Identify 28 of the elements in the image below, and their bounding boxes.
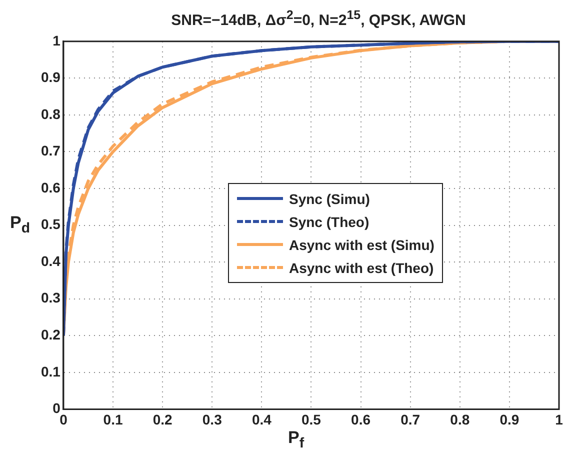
chart-title: SNR=−14dB, Δσ$^{2}$=0, N=2$^{15}$, QPSK, AWGN — [170, 8, 467, 29]
y-tick-label: 0.2 — [40, 326, 61, 342]
legend-label: Async with est (Theo) — [289, 260, 434, 276]
x-tick-label: 0.1 — [103, 411, 123, 428]
legend-label: Sync (Simu) — [289, 190, 370, 206]
x-tick-label: 0.6 — [351, 411, 371, 428]
y-tick-label: 0 — [52, 400, 61, 416]
y-tick-label: 0.4 — [40, 252, 61, 269]
y-tick-label: 0.8 — [40, 106, 61, 122]
y-tick-label: 0.6 — [40, 179, 61, 196]
y-tick-label: 0.5 — [40, 216, 61, 232]
legend-label: Sync (Theo) — [289, 214, 370, 230]
x-axis-title: P$_{f}$ — [288, 428, 304, 452]
y-tick-label: 0.1 — [40, 363, 61, 380]
y-tick-label: 0.7 — [40, 142, 61, 159]
y-tick-label: 0.9 — [40, 69, 61, 86]
y-axis-title: P$_{d}$ — [10, 213, 30, 236]
y-tick-label: 0.3 — [40, 290, 61, 306]
x-tick-label: 0.8 — [450, 411, 470, 428]
y-tick-label: 1 — [52, 32, 61, 48]
legend-label: Async with est (Simu) — [289, 236, 434, 252]
x-tick-label: 0.4 — [252, 411, 272, 428]
x-tick-label: 0.3 — [202, 411, 222, 428]
x-tick-label: 1 — [555, 411, 564, 428]
x-tick-label: 0.9 — [500, 411, 520, 428]
x-tick-label: 0.5 — [301, 411, 322, 428]
x-tick-label: 0.2 — [152, 411, 173, 428]
x-tick-label: 0.7 — [400, 411, 420, 428]
